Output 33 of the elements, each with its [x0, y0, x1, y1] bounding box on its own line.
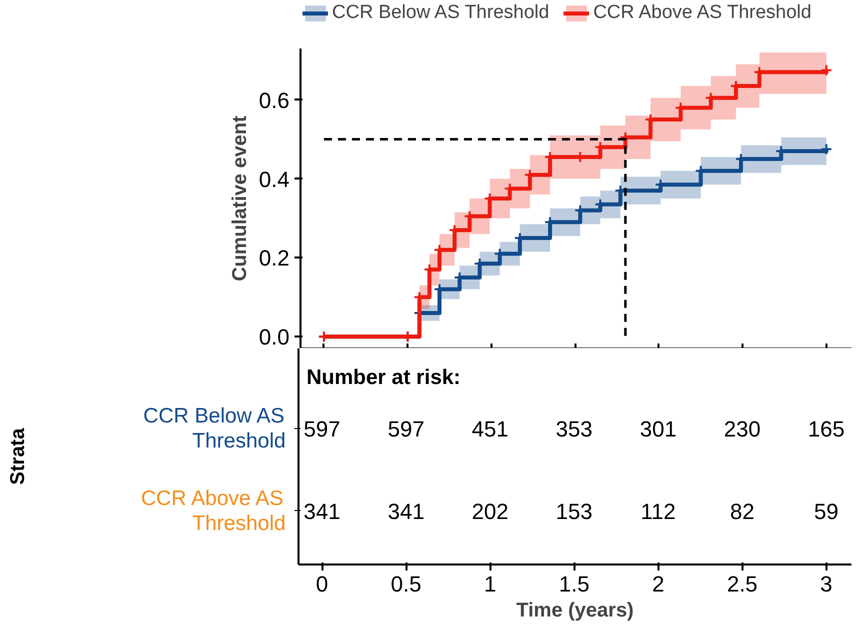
data-label: 112	[640, 498, 676, 524]
x-axis-title: Time (years)	[516, 600, 634, 622]
data-label: 451	[472, 416, 508, 442]
y-tick-label: 0.6	[258, 88, 290, 113]
y-axis-title: Cumulative event	[228, 115, 251, 282]
y-axis-title: Strata	[7, 427, 30, 485]
data-label: 153	[556, 498, 593, 524]
text: Number at risk:	[306, 366, 461, 389]
data-label: 59	[814, 498, 839, 524]
data-label: 341	[304, 498, 340, 524]
data-label: 202	[472, 498, 508, 524]
x-tick-label: 2.5	[726, 572, 758, 596]
x-tick-label: 1	[484, 572, 496, 596]
legend-label: CCR Above AS Threshold	[593, 2, 812, 24]
data-label: 597	[388, 416, 424, 442]
x-tick-label: 2	[652, 572, 664, 596]
data-label: 230	[724, 416, 761, 442]
y-tick-label: 0.2	[258, 246, 290, 271]
x-tick-label: 0.5	[390, 572, 422, 596]
y-tick-label: 0.0	[258, 324, 290, 350]
y-tick-label: CCR Above AS Threshold	[140, 486, 286, 536]
legend-label: CCR Below AS Threshold	[332, 2, 550, 24]
data-label: 301	[640, 416, 677, 442]
y-tick-label: 0.4	[258, 166, 290, 192]
data-label: 82	[730, 498, 754, 524]
data-label: 341	[388, 498, 424, 524]
x-tick-label: 0	[316, 572, 328, 596]
x-tick-label: 1.5	[558, 572, 590, 596]
data-label: 597	[304, 416, 340, 442]
x-tick-label: 3	[820, 572, 832, 596]
data-label: 165	[808, 416, 845, 442]
y-tick-label: CCR Below AS Threshold	[143, 404, 286, 453]
data-label: 353	[556, 416, 593, 442]
